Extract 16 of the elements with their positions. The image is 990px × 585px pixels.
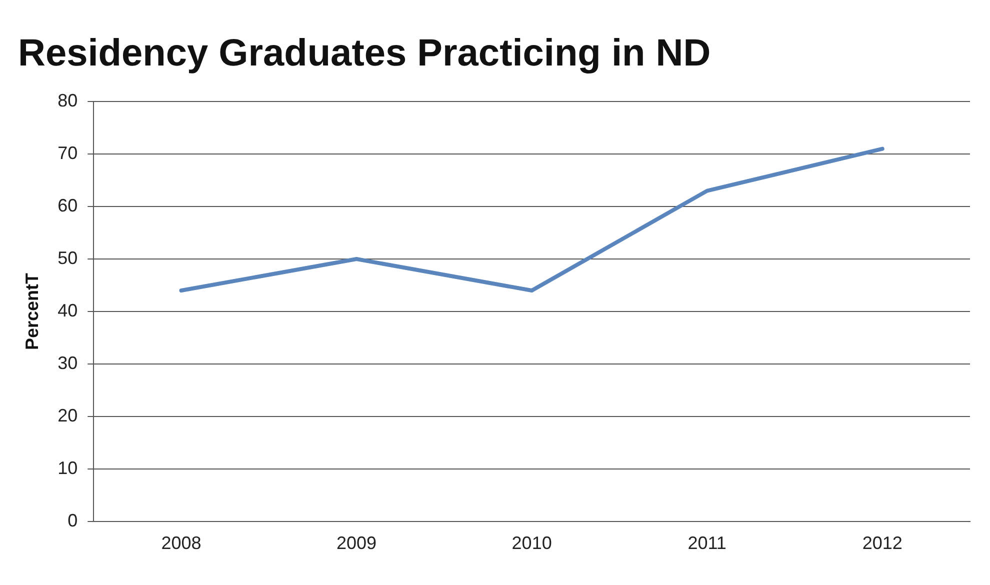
y-tick-label: 20	[58, 405, 78, 426]
y-tick-label: 10	[58, 458, 78, 478]
x-tick-label: 2010	[512, 533, 552, 554]
y-tick-label: 30	[58, 352, 78, 373]
y-tick-label: 60	[58, 196, 78, 216]
x-tick-label: 2009	[336, 533, 377, 554]
x-tick-label: 2008	[161, 533, 202, 554]
y-tick-label: 80	[58, 90, 78, 111]
chart-title: Residency Graduates Practicing in ND	[18, 32, 711, 74]
y-tick-label: 70	[58, 143, 78, 164]
y-tick-label: 50	[58, 248, 78, 268]
y-tick-label: 0	[68, 510, 78, 530]
x-tick-label: 2012	[862, 533, 902, 554]
y-axis-title: PercentT	[22, 272, 42, 350]
y-tick-label: 40	[58, 300, 78, 320]
x-tick-label: 2011	[688, 533, 726, 554]
